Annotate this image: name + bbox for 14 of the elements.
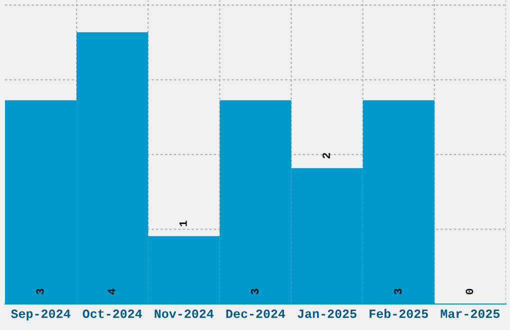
x-tick-label: Dec-2024: [226, 310, 286, 318]
x-tick-label: Nov-2024: [154, 310, 214, 318]
data-label: 0: [466, 288, 474, 294]
data-label: 3: [250, 288, 258, 294]
x-tick-label: Feb-2025: [370, 308, 428, 318]
x-tick-label: Mar-2025: [440, 310, 500, 318]
x-tick-label: Oct-2024: [82, 310, 142, 318]
data-label: 2: [322, 153, 330, 158]
x-tick-label: Jan-2025: [298, 310, 356, 318]
data-label: 3: [394, 288, 402, 294]
data-label: 4: [108, 288, 116, 295]
data-label: 3: [36, 288, 44, 294]
x-tick-label: Sep-2024: [11, 310, 70, 321]
data-label: 1: [179, 220, 187, 226]
